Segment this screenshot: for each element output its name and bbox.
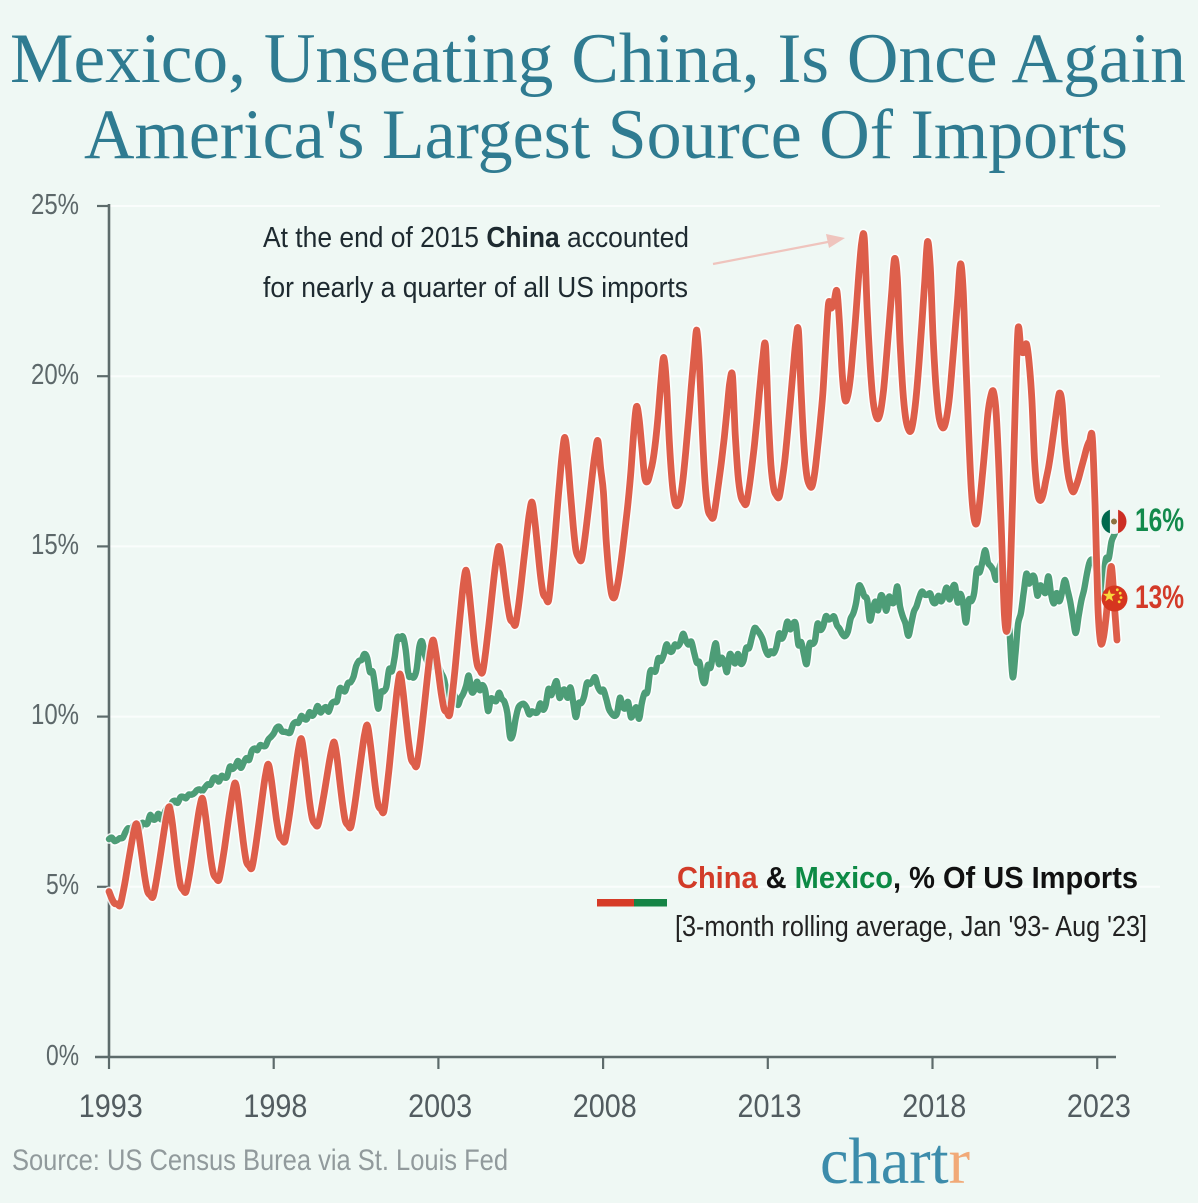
svg-text:America's Largest Source Of Im: America's Largest Source Of Imports	[84, 96, 1128, 174]
svg-text:1993: 1993	[79, 1088, 143, 1124]
svg-text:chartr: chartr	[820, 1125, 970, 1198]
svg-text:2018: 2018	[902, 1088, 966, 1124]
svg-text:[3-month rolling average, Jan: [3-month rolling average, Jan '93- Aug '…	[675, 911, 1147, 943]
svg-text:13%: 13%	[1135, 579, 1184, 615]
svg-text:16%: 16%	[1135, 502, 1184, 538]
svg-text:2013: 2013	[738, 1088, 802, 1124]
svg-text:1998: 1998	[243, 1088, 307, 1124]
svg-text:15%: 15%	[31, 529, 79, 561]
svg-text:20%: 20%	[31, 359, 79, 391]
svg-text:Source: US Census Burea via St: Source: US Census Burea via St. Louis Fe…	[12, 1144, 508, 1177]
svg-text:2008: 2008	[573, 1088, 637, 1124]
svg-text:2023: 2023	[1067, 1088, 1131, 1124]
svg-text:0%: 0%	[46, 1040, 79, 1072]
svg-text:At the end of 2015 China accou: At the end of 2015 China accounted	[263, 222, 689, 254]
svg-text:25%: 25%	[31, 189, 79, 221]
svg-text:China & Mexico, % Of US Import: China & Mexico, % Of US Imports	[677, 860, 1138, 895]
svg-text:for nearly a quarter of all US: for nearly a quarter of all US imports	[263, 272, 688, 304]
svg-text:10%: 10%	[31, 699, 79, 731]
svg-text:2003: 2003	[408, 1088, 472, 1124]
svg-text:Mexico, Unseating China, Is On: Mexico, Unseating China, Is Once Again	[10, 20, 1186, 98]
svg-text:5%: 5%	[46, 869, 79, 901]
